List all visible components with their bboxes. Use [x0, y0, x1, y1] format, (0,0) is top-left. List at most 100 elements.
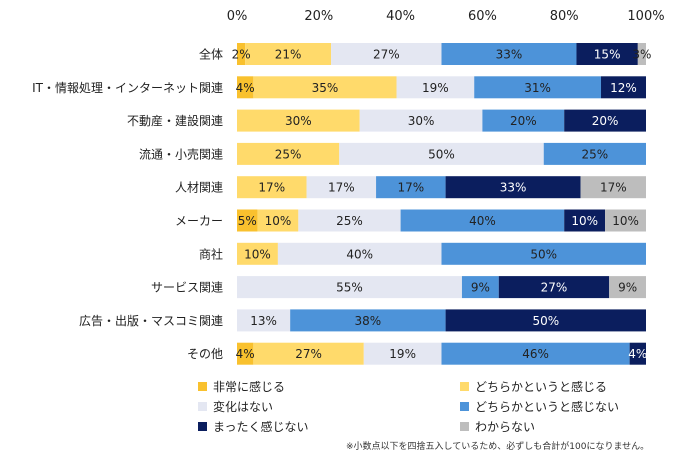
bar-segment: [482, 109, 565, 132]
x-tick-label: 40%: [386, 9, 415, 24]
bar-segment: [445, 176, 581, 199]
category-label: メーカー: [175, 214, 223, 228]
bar-segment: [245, 43, 332, 65]
data-label: 25%: [336, 214, 363, 228]
legend-item-not-feel-at-all: まったく感じない: [198, 418, 309, 435]
data-label: 9%: [471, 281, 490, 295]
legend-swatch: [198, 422, 207, 431]
legend-swatch: [198, 382, 207, 391]
bar-segment: [609, 276, 646, 299]
data-label: 38%: [355, 314, 382, 328]
bar-segment: [257, 209, 299, 232]
data-label: 33%: [500, 181, 527, 195]
legend-swatch: [460, 402, 469, 411]
data-label: 27%: [541, 281, 568, 295]
x-tick-label: 0%: [227, 9, 248, 24]
data-label: 10%: [612, 214, 639, 228]
data-label: 4%: [236, 81, 255, 95]
legend-item-very-strongly-feel: 非常に感じる: [198, 378, 285, 395]
bar-segment: [396, 76, 475, 99]
data-label: 25%: [275, 147, 302, 161]
data-label: 25%: [582, 147, 609, 161]
category-label: IT・情報処理・インターネット関連: [32, 81, 223, 95]
data-label: 21%: [275, 48, 302, 62]
bar-segment: [498, 276, 610, 299]
data-label: 50%: [532, 314, 559, 328]
footnote: ※小数点以下を四捨五入しているため、必ずしも合計が100になりません。: [346, 442, 650, 452]
bar-segment: [580, 176, 646, 199]
data-label: 30%: [285, 114, 312, 128]
data-label: 17%: [397, 181, 424, 195]
data-label: 30%: [408, 114, 435, 128]
bar-segment: [306, 176, 377, 199]
bar-segment: [253, 76, 397, 99]
data-label: 35%: [312, 81, 339, 95]
bar-segment: [359, 109, 483, 132]
bar-segment: [237, 76, 254, 99]
data-label: 3%: [632, 48, 651, 62]
bar-segment: [564, 209, 606, 232]
bar-segment: [376, 176, 446, 199]
data-label: 13%: [250, 314, 277, 328]
bar-segment: [441, 342, 630, 365]
legend: 非常に感じる どちらかというと感じる 変化はない どちらかというと感じない まっ…: [198, 378, 638, 438]
data-label: 31%: [524, 81, 551, 95]
data-label: 2%: [232, 48, 251, 62]
x-tick-label: 60%: [468, 9, 497, 24]
bar-segment: [237, 43, 246, 65]
data-label: 46%: [522, 347, 549, 361]
data-label: 19%: [389, 347, 416, 361]
legend-label: わからない: [475, 420, 536, 434]
legend-item-dont-know: わからない: [460, 418, 535, 435]
category-label: 商社: [199, 246, 223, 261]
x-tick-label: 80%: [550, 9, 579, 24]
data-label: 12%: [610, 81, 637, 95]
bar-segment: [298, 209, 401, 232]
data-label: 17%: [328, 181, 355, 195]
data-labels: 2% 21% 27% 33% 15% 3% 4% 35% 19% 31% 12% 30% 30% 20% 2…: [232, 48, 652, 362]
data-label: 10%: [244, 247, 271, 261]
data-label: 9%: [618, 281, 637, 295]
legend-label: どちらかというと感じない: [475, 400, 620, 414]
bar-segment: [441, 43, 577, 65]
data-label: 19%: [422, 81, 449, 95]
data-label: 50%: [428, 147, 455, 161]
bar-segment: [441, 242, 646, 265]
bar-segment: [339, 142, 544, 165]
data-label: 10%: [571, 214, 598, 228]
data-label: 20%: [510, 114, 537, 128]
legend-swatch: [460, 422, 469, 431]
category-label: 全体: [199, 47, 223, 62]
data-label: 15%: [594, 48, 621, 62]
legend-label: まったく感じない: [213, 420, 309, 434]
data-label: 40%: [346, 247, 373, 261]
bar-segment: [474, 76, 602, 99]
bar-segment: [237, 142, 340, 165]
x-tick-label: 20%: [304, 9, 333, 24]
data-label: 20%: [592, 114, 619, 128]
bar-segment: [277, 242, 442, 265]
data-label: 50%: [530, 247, 557, 261]
bar-segment: [400, 209, 565, 232]
data-label: 10%: [265, 214, 292, 228]
bar-segment: [564, 109, 646, 132]
bar-segment: [461, 276, 499, 299]
bar-segment: [237, 176, 307, 199]
bar-segment: [253, 342, 364, 365]
bar-segment: [601, 76, 646, 99]
bar-segment: [445, 309, 646, 332]
bar-segment: [237, 342, 254, 365]
bar-segment: [543, 142, 646, 165]
data-label: 27%: [373, 48, 400, 62]
bar-segment: [290, 309, 446, 332]
bar-segment: [576, 43, 638, 65]
x-axis-tick-labels: 0% 20% 40% 60% 80% 100%: [227, 9, 665, 24]
bar-segment: [363, 342, 442, 365]
bar-segment: [605, 209, 646, 232]
legend-label: どちらかというと感じる: [475, 380, 608, 394]
data-label: 4%: [628, 347, 647, 361]
category-label: 広告・出版・マスコミ関連: [79, 314, 223, 328]
category-label: 流通・小売関連: [139, 146, 223, 161]
data-label: 17%: [258, 181, 285, 195]
